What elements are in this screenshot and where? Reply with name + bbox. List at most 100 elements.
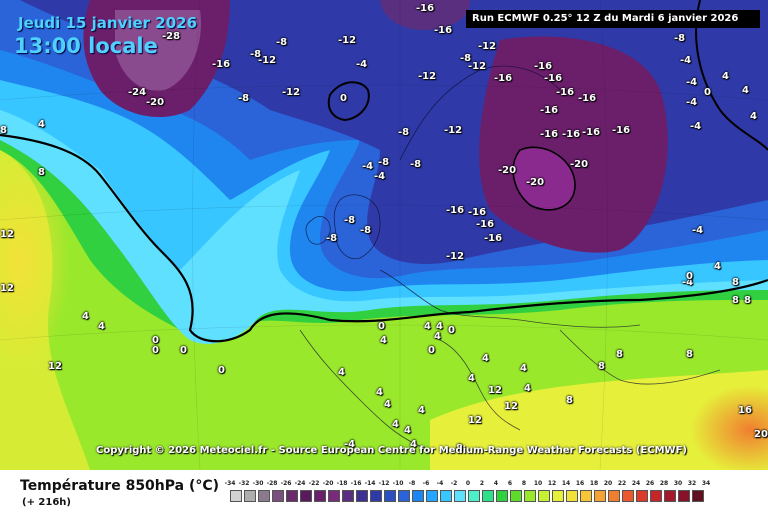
temperature-label: 16 bbox=[738, 405, 752, 416]
legend-swatch bbox=[258, 490, 270, 502]
temperature-label: 4 bbox=[714, 261, 721, 272]
temperature-label: 4 bbox=[520, 363, 527, 374]
legend-tick-label: 6 bbox=[507, 480, 513, 487]
temperature-label: -4 bbox=[692, 225, 704, 236]
temperature-label: 0 bbox=[704, 87, 711, 98]
temperature-label: -24 bbox=[128, 87, 147, 98]
temperature-label: -20 bbox=[146, 97, 165, 108]
isotherm-minus20 bbox=[512, 146, 576, 211]
legend-tick-label: 16 bbox=[575, 480, 585, 487]
temperature-label: -8 bbox=[398, 127, 410, 138]
legend-tick-label: 0 bbox=[465, 480, 471, 487]
legend-swatch bbox=[454, 490, 466, 502]
temperature-label: -8 bbox=[276, 37, 288, 48]
model-run-banner: Run ECMWF 0.25° 12 Z du Mardi 6 janvier … bbox=[466, 10, 760, 28]
legend-tick-label: -18 bbox=[336, 480, 348, 487]
temperature-label: 0 bbox=[152, 345, 159, 356]
temperature-label: 0 bbox=[152, 335, 159, 346]
legend-swatch bbox=[384, 490, 396, 502]
legend-swatch bbox=[356, 490, 368, 502]
cold-core-east bbox=[479, 36, 668, 253]
legend-swatch bbox=[412, 490, 424, 502]
legend-swatch bbox=[692, 490, 704, 502]
temperature-label: -4 bbox=[690, 121, 702, 132]
temperature-label: 4 bbox=[742, 85, 749, 96]
temperature-label: -16 bbox=[212, 59, 231, 70]
legend-tick-label: -26 bbox=[280, 480, 292, 487]
temperature-label: 4 bbox=[380, 335, 387, 346]
temperature-label: 12 bbox=[48, 361, 62, 372]
legend-swatch bbox=[524, 490, 536, 502]
legend-swatch bbox=[328, 490, 340, 502]
legend-swatch bbox=[594, 490, 606, 502]
legend-swatch bbox=[370, 490, 382, 502]
temperature-label: -12 bbox=[282, 87, 301, 98]
legend-tick-label: -14 bbox=[364, 480, 376, 487]
temperature-label: -8 bbox=[344, 215, 356, 226]
temperature-label: -20 bbox=[570, 159, 589, 170]
legend-swatch bbox=[398, 490, 410, 502]
temperature-label: -28 bbox=[162, 31, 181, 42]
legend-tick-label: -4 bbox=[436, 480, 444, 487]
temperature-label: 0 bbox=[340, 93, 347, 104]
legend-tick-label: -12 bbox=[378, 480, 390, 487]
yellow-core-west bbox=[0, 150, 70, 370]
temperature-label: -16 bbox=[540, 105, 559, 116]
temperature-label: 4 bbox=[436, 321, 443, 332]
legend-tick-label: -24 bbox=[294, 480, 306, 487]
legend-tick-label: 2 bbox=[479, 480, 485, 487]
forecast-local-time: 13:00 locale bbox=[14, 34, 158, 58]
legend-tick-label: 34 bbox=[701, 480, 711, 487]
temperature-label: 4 bbox=[392, 419, 399, 430]
temperature-label: 8 bbox=[732, 277, 739, 288]
temperature-label: -12 bbox=[468, 61, 487, 72]
legend-tick-label: 32 bbox=[687, 480, 697, 487]
graticule bbox=[0, 0, 768, 470]
legend-tick-label: 20 bbox=[603, 480, 613, 487]
copyright-notice: Copyright © 2026 Meteociel.fr - Source E… bbox=[96, 445, 687, 456]
isotherm-0-island bbox=[327, 81, 370, 122]
legend-swatch bbox=[552, 490, 564, 502]
legend-tick-label: -34 bbox=[224, 480, 236, 487]
temperature-label: -16 bbox=[562, 129, 581, 140]
temperature-label: 4 bbox=[98, 321, 105, 332]
temperature-label: 4 bbox=[376, 387, 383, 398]
legend-swatch bbox=[510, 490, 522, 502]
legend-tick-label: -30 bbox=[252, 480, 264, 487]
legend-tick-label: 12 bbox=[547, 480, 557, 487]
legend-tick-label: 24 bbox=[631, 480, 641, 487]
legend-swatch bbox=[482, 490, 494, 502]
temperature-label: -20 bbox=[498, 165, 517, 176]
temperature-label: 0 bbox=[218, 365, 225, 376]
legend-tick-label: 28 bbox=[659, 480, 669, 487]
legend-tick-label: 22 bbox=[617, 480, 627, 487]
temperature-label: -12 bbox=[446, 251, 465, 262]
legend-swatch bbox=[244, 490, 256, 502]
legend-swatch bbox=[650, 490, 662, 502]
temperature-label: -16 bbox=[582, 127, 601, 138]
temperature-label: -16 bbox=[468, 207, 487, 218]
temperature-label: -4 bbox=[344, 439, 356, 450]
temperature-label: 8 bbox=[616, 349, 623, 360]
temperature-label: -12 bbox=[478, 41, 497, 52]
temperature-label: 0 bbox=[428, 345, 435, 356]
legend-tick-label: -28 bbox=[266, 480, 278, 487]
legend-swatch bbox=[286, 490, 298, 502]
temperature-label: 20 bbox=[754, 429, 768, 440]
legend-swatch bbox=[664, 490, 676, 502]
temperature-label: -16 bbox=[446, 205, 465, 216]
temperature-label: 4 bbox=[338, 367, 345, 378]
temperature-label: 8 bbox=[686, 349, 693, 360]
legend-swatch bbox=[468, 490, 480, 502]
temperature-label: -8 bbox=[460, 53, 472, 64]
temperature-label: 8 bbox=[0, 125, 7, 136]
temperature-label: 0 bbox=[180, 345, 187, 356]
temperature-label: -4 bbox=[356, 59, 368, 70]
legend-swatch bbox=[678, 490, 690, 502]
legend-swatch bbox=[580, 490, 592, 502]
forecast-date: Jeudi 15 janvier 2026 bbox=[18, 14, 198, 32]
legend-tick-label: 10 bbox=[533, 480, 543, 487]
temperature-label: -8 bbox=[378, 157, 390, 168]
temperature-label: 8 bbox=[566, 395, 573, 406]
temperature-label: -12 bbox=[338, 35, 357, 46]
